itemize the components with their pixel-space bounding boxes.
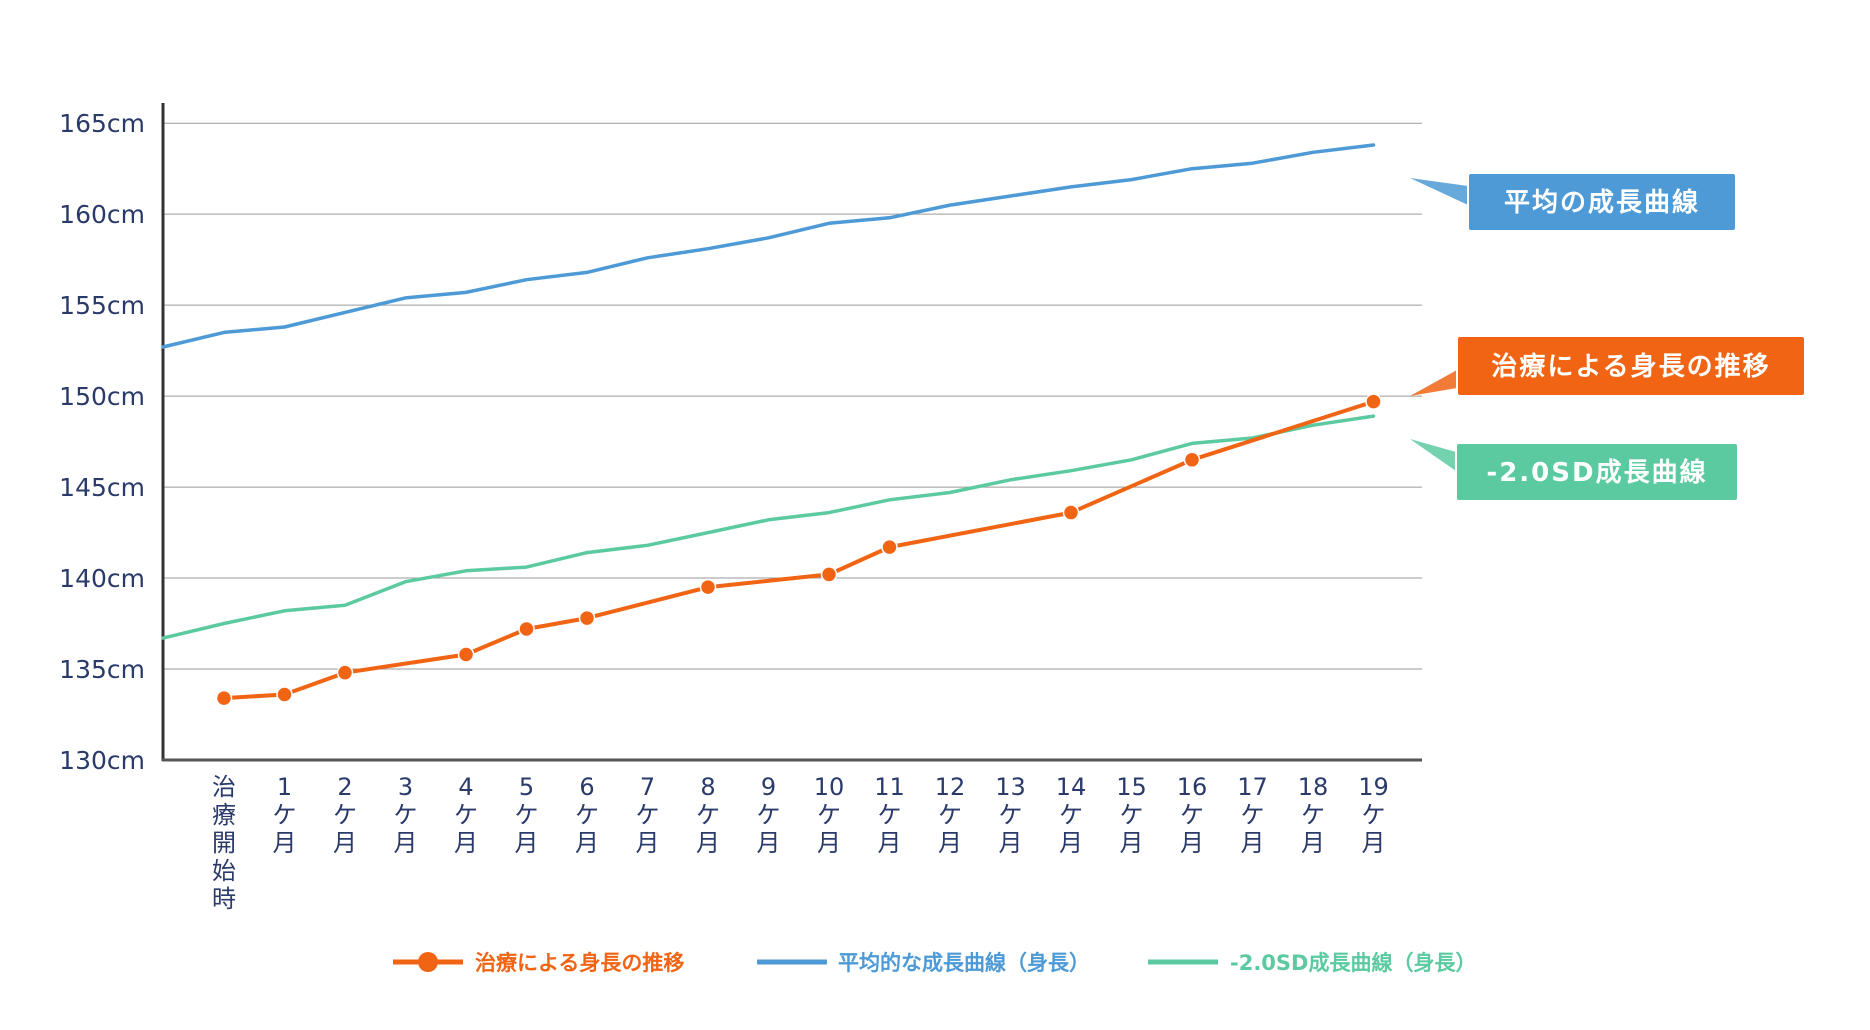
- x-tick-label: 8 ケ月: [696, 773, 720, 857]
- data-point: [820, 566, 838, 583]
- y-tick-label: 130cm: [59, 746, 145, 775]
- x-tick-label: 9 ケ月: [757, 773, 781, 857]
- x-tick-label: 10 ケ月: [814, 773, 845, 857]
- x-tick-label: 19 ケ月: [1358, 773, 1389, 857]
- x-tick-label: 18 ケ月: [1298, 773, 1329, 857]
- series-line: [161, 414, 1376, 640]
- x-axis-ticks: 治療開始時 1 ケ月 2 ケ月 3 ケ月 4 ケ月 5 ケ月 6 ケ月 7 ケ月 8 ケ月 9 ケ月 10 ケ月 11 ケ月…: [212, 773, 1389, 913]
- callout-label: -2.0SD成長曲線: [1486, 457, 1707, 488]
- data-point: [1062, 504, 1080, 521]
- x-tick-label: 13 ケ月: [995, 773, 1026, 857]
- data-point: [457, 646, 475, 663]
- x-tick-label: 14 ケ月: [1056, 773, 1087, 857]
- axes: [161, 103, 1422, 762]
- callout-box: [1456, 335, 1806, 397]
- callout-pointer: [1410, 439, 1456, 471]
- x-tick-label: 16 ケ月: [1177, 773, 1208, 857]
- callout-label: 平均の成長曲線: [1504, 187, 1700, 218]
- data-point: [881, 538, 898, 556]
- y-axis-ticks: 130cm 135cm 140cm 145cm 150cm 155cm 160cm 165cm: [59, 109, 145, 775]
- x-tick-label: 1 ケ月: [273, 773, 297, 857]
- data-point: [1183, 451, 1201, 469]
- y-tick-label: 135cm: [59, 655, 145, 684]
- x-tick-label: 5 ケ月: [515, 773, 539, 857]
- y-tick-label: 145cm: [59, 473, 145, 502]
- callout: 平均の成長曲線: [1410, 172, 1737, 232]
- callout: 治療による身長の推移: [1410, 335, 1806, 397]
- x-tick-label: 7 ケ月: [636, 773, 660, 857]
- x-tick-label: 17 ケ月: [1237, 773, 1268, 857]
- x-tick-label: 12 ケ月: [935, 773, 966, 857]
- legend-label: 治療による身長の推移: [475, 951, 684, 975]
- data-point: [699, 578, 717, 596]
- data-point: [578, 609, 596, 627]
- grid-lines: [163, 122, 1422, 670]
- legend-marker: [418, 952, 438, 972]
- x-tick-label: 4 ケ月: [454, 773, 478, 857]
- callout-label: 治療による身長の推移: [1491, 351, 1770, 382]
- x-tick-label: 6 ケ月: [575, 773, 599, 857]
- legend-item: 治療による身長の推移: [393, 951, 684, 975]
- data-point: [215, 689, 233, 707]
- legend: 治療による身長の推移 平均的な成長曲線（身長） -2.0SD成長曲線（身長）: [393, 951, 1476, 975]
- legend-label: 平均的な成長曲線（身長）: [838, 951, 1090, 975]
- legend-item: -2.0SD成長曲線（身長）: [1148, 951, 1476, 975]
- x-tick-label: 3 ケ月: [394, 773, 418, 857]
- y-tick-label: 150cm: [59, 382, 145, 411]
- x-tick-label: 2 ケ月: [333, 773, 357, 857]
- legend-item: 平均的な成長曲線（身長）: [757, 951, 1090, 975]
- series-lines: [161, 143, 1382, 707]
- y-tick-label: 140cm: [59, 564, 145, 593]
- legend-label: -2.0SD成長曲線（身長）: [1230, 951, 1476, 975]
- series-line: [222, 399, 1376, 701]
- callout-pointer: [1410, 370, 1457, 396]
- data-point: [1365, 393, 1382, 410]
- y-tick-label: 155cm: [59, 291, 145, 320]
- callout: -2.0SD成長曲線: [1410, 439, 1739, 502]
- y-tick-label: 165cm: [59, 109, 145, 138]
- data-point: [276, 686, 293, 703]
- callout-box: [1455, 442, 1739, 502]
- x-tick-label: 15 ケ月: [1116, 773, 1147, 857]
- x-tick-label: 治療開始時: [212, 773, 236, 913]
- callout-box: [1467, 172, 1737, 232]
- callout-pointer: [1410, 178, 1468, 205]
- x-tick-label: 11 ケ月: [874, 773, 905, 857]
- series-line: [161, 143, 1376, 349]
- data-point: [336, 664, 354, 681]
- y-tick-label: 160cm: [59, 200, 145, 229]
- data-point: [518, 620, 535, 638]
